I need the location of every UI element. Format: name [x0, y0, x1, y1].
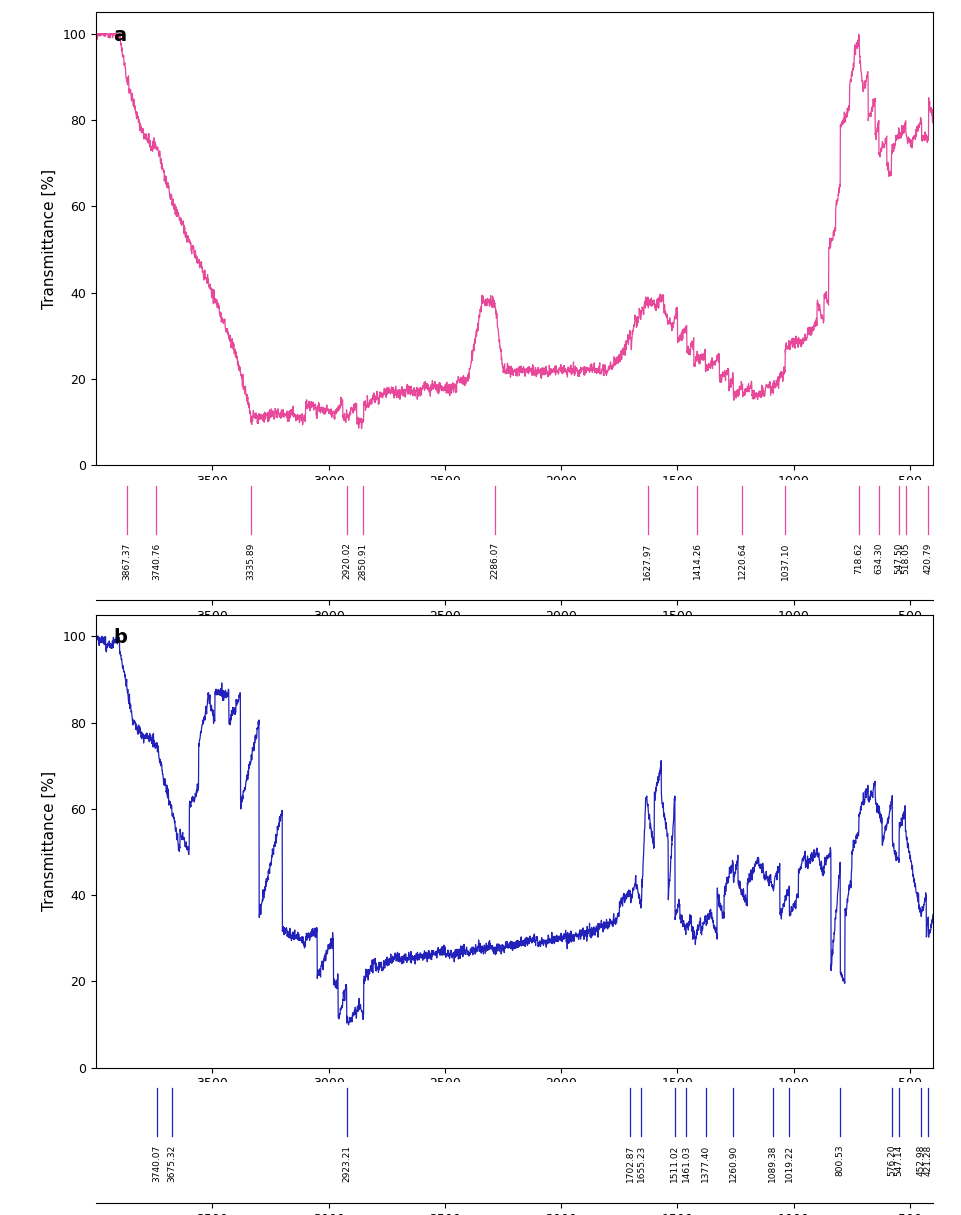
Text: 421.28: 421.28 [923, 1145, 932, 1176]
X-axis label: Wavenumber cm-1: Wavenumber cm-1 [442, 628, 586, 644]
Text: 1019.22: 1019.22 [784, 1145, 793, 1182]
Text: 3740.07: 3740.07 [152, 1145, 160, 1182]
Text: 1511.02: 1511.02 [670, 1145, 678, 1182]
Text: 3675.32: 3675.32 [167, 1145, 176, 1182]
Text: a: a [112, 26, 126, 45]
Text: 718.62: 718.62 [853, 542, 863, 573]
Text: 634.30: 634.30 [874, 542, 882, 573]
Text: 1414.26: 1414.26 [692, 542, 702, 580]
Text: 2286.07: 2286.07 [490, 542, 499, 580]
Y-axis label: Transmittance [%]: Transmittance [%] [42, 169, 57, 309]
Text: 1037.10: 1037.10 [779, 542, 789, 580]
Text: 3740.76: 3740.76 [152, 542, 160, 580]
Text: 3335.89: 3335.89 [246, 542, 255, 580]
Text: 452.98: 452.98 [916, 1145, 924, 1176]
Text: 547.50: 547.50 [894, 542, 902, 573]
Text: 1377.40: 1377.40 [701, 1145, 709, 1182]
Y-axis label: Transmittance [%]: Transmittance [%] [42, 772, 57, 911]
Text: 1627.97: 1627.97 [643, 542, 652, 580]
Text: 576.20: 576.20 [887, 1145, 896, 1176]
Text: 3867.37: 3867.37 [122, 542, 132, 580]
Text: b: b [112, 628, 127, 648]
Text: 2923.21: 2923.21 [342, 1145, 351, 1182]
Text: 2850.91: 2850.91 [358, 542, 367, 580]
Text: 1220.64: 1220.64 [737, 542, 746, 580]
Text: 1089.38: 1089.38 [768, 1145, 776, 1182]
Text: 420.79: 420.79 [923, 542, 932, 573]
Text: 1655.23: 1655.23 [636, 1145, 645, 1182]
Text: 1702.87: 1702.87 [625, 1145, 634, 1182]
Text: 800.53: 800.53 [835, 1145, 844, 1176]
Text: 547.14: 547.14 [894, 1145, 902, 1176]
Text: 2920.02: 2920.02 [342, 542, 352, 580]
Text: 1260.90: 1260.90 [727, 1145, 737, 1182]
Text: 1461.03: 1461.03 [681, 1145, 690, 1182]
Text: 518.05: 518.05 [900, 542, 909, 573]
